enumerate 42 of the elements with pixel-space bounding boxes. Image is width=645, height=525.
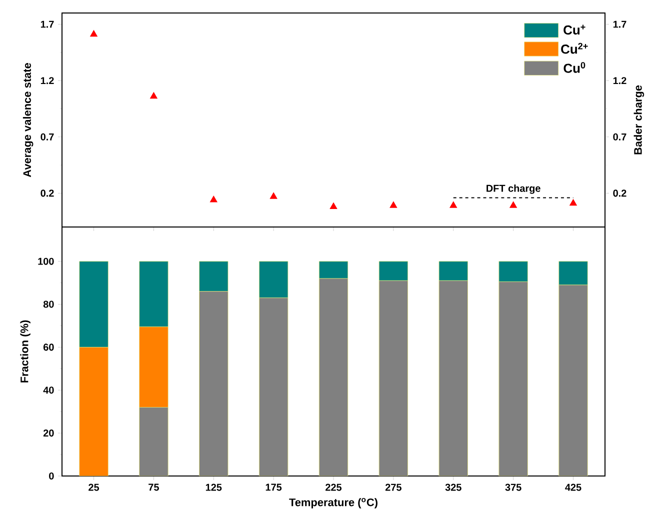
y-axis-title: Average valence state: [22, 63, 34, 178]
x-tick-label: 325: [445, 484, 462, 491]
x-tick-label: 175: [266, 484, 282, 491]
y-tick-label: 20: [43, 430, 54, 437]
y-tick-label: 1.7: [40, 20, 54, 28]
y-tick-label: 80: [43, 300, 54, 308]
point: [210, 196, 218, 202]
y2-tick-label: 1.2: [613, 77, 626, 84]
y2-axis-title: Bader charge: [634, 85, 644, 154]
y-tick-label: 60: [43, 344, 54, 351]
point: [390, 202, 397, 208]
y-tick-label: 100: [38, 258, 54, 265]
x-tick-label: 425: [565, 484, 582, 491]
y-axis-title: Fraction (%): [20, 320, 30, 382]
series-label: DFT charge: [486, 184, 540, 194]
y-tick-label: 40: [43, 386, 54, 394]
legend-label: Cu$^{+}$: [564, 24, 586, 35]
x-tick-label: 375: [505, 484, 522, 491]
y-tick-label: 1.2: [40, 77, 54, 84]
y2-tick-label: 0.2: [613, 190, 626, 197]
y-tick-label: 0.7: [40, 133, 54, 140]
y-tick-label: 0: [49, 472, 54, 480]
y-tick-label: 0.2: [40, 190, 54, 197]
point: [450, 202, 457, 208]
point: [330, 202, 338, 209]
x-tick-label: 25: [88, 484, 100, 491]
point: [270, 192, 278, 199]
legend-label: Cu$^{0}$: [564, 62, 586, 73]
x-tick-label: 275: [385, 484, 402, 491]
point: [90, 30, 98, 37]
y2-tick-label: 0.7: [613, 133, 626, 140]
y2-tick-label: 1.7: [613, 20, 626, 28]
point: [510, 202, 517, 208]
x-tick-label: 75: [148, 484, 159, 491]
bar: [139, 326, 168, 408]
point: [150, 92, 158, 99]
x-axis-title: Temperature ($^{o}$C): [289, 498, 378, 508]
point: [570, 199, 577, 206]
legend-label: Cu$^{2+}$: [561, 42, 588, 54]
x-tick-label: 225: [326, 484, 342, 491]
bar: [79, 347, 108, 476]
x-tick-label: 125: [206, 484, 222, 491]
